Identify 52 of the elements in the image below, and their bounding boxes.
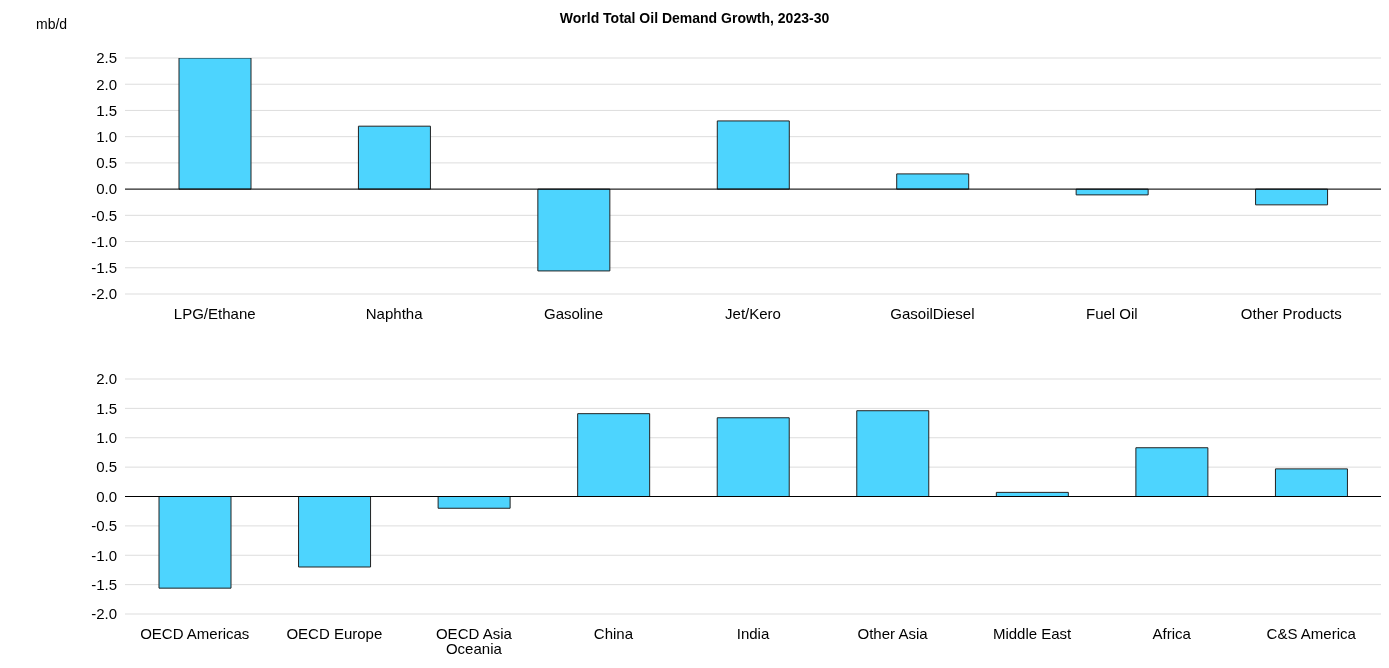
- x-tick-label: Fuel Oil: [1086, 304, 1138, 322]
- y-tick-label: -1.5: [91, 575, 117, 593]
- y-tick-label: 0.0: [96, 180, 117, 198]
- x-tick-label: GasoilDiesel: [890, 304, 975, 322]
- y-tick-label: -0.5: [91, 206, 117, 224]
- x-tick-label: Jet/Kero: [725, 304, 781, 322]
- y-tick-label: 1.0: [96, 127, 117, 145]
- bar: [856, 410, 930, 497]
- y-tick-label: 0.5: [96, 458, 117, 476]
- x-tick-label: OECD Americas: [140, 624, 250, 642]
- y-tick-label: 1.5: [96, 399, 117, 417]
- y-tick-label: -1.0: [91, 546, 117, 564]
- x-tick-label: Africa: [1152, 624, 1192, 642]
- bar: [1274, 468, 1348, 497]
- bar: [716, 120, 790, 190]
- x-tick-label: Gasoline: [543, 304, 604, 322]
- bar: [158, 496, 232, 589]
- x-tick-label: China: [593, 624, 634, 642]
- y-tick-label: -0.5: [91, 517, 117, 535]
- y-tick-label: 0.5: [96, 154, 117, 172]
- x-tick-label: Middle East: [992, 624, 1073, 642]
- bar: [1255, 188, 1329, 206]
- y-tick-label: -2.0: [91, 285, 117, 303]
- bar: [1075, 188, 1149, 196]
- y-tick-label: 2.0: [96, 370, 117, 388]
- chart-title: World Total Oil Demand Growth, 2023-30: [559, 10, 830, 26]
- y-tick-label: 2.5: [96, 49, 117, 67]
- y-tick-label: 0.0: [96, 487, 117, 505]
- bar: [716, 417, 790, 497]
- bar: [1135, 447, 1209, 497]
- y-axis-title: mb/d: [36, 16, 68, 32]
- bar: [577, 413, 651, 497]
- x-tick-label: LPG/Ethane: [173, 304, 256, 322]
- x-tick-label: India: [736, 624, 770, 642]
- y-tick-label: 1.0: [96, 429, 117, 447]
- bar: [437, 496, 511, 509]
- bar: [357, 125, 431, 190]
- bar: [537, 188, 611, 272]
- x-tick-label: Other Products: [1240, 304, 1342, 322]
- bar: [298, 496, 372, 568]
- x-tick-label: C&S America: [1266, 624, 1357, 642]
- y-tick-label: 1.5: [96, 101, 117, 119]
- bar: [896, 173, 970, 190]
- x-tick-label: Naphtha: [365, 304, 424, 322]
- x-tick-label: Other Asia: [857, 624, 929, 642]
- y-tick-label: 2.0: [96, 75, 117, 93]
- y-tick-label: -2.0: [91, 605, 117, 623]
- x-tick-label: OECD Asia Oceania: [435, 624, 513, 657]
- x-tick-label: OECD Europe: [286, 624, 383, 642]
- y-tick-label: -1.0: [91, 232, 117, 250]
- bar: [178, 58, 252, 190]
- y-tick-label: -1.5: [91, 259, 117, 277]
